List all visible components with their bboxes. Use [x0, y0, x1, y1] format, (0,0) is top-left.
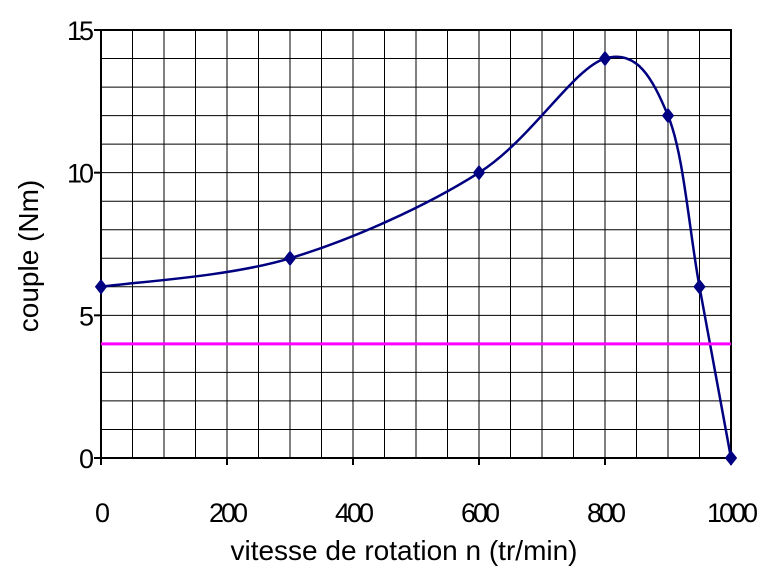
data-point-marker: [724, 450, 738, 466]
data-point-marker: [598, 50, 612, 67]
x-tick-label: 1000: [707, 498, 757, 528]
data-point-marker: [94, 278, 108, 295]
grid: [100, 29, 732, 459]
x-ticks: 0 200 400 600 800 1000: [95, 458, 760, 528]
y-tick-label: 5: [79, 301, 93, 331]
series-layer: [94, 50, 738, 466]
y-tick-label: 15: [67, 16, 93, 46]
x-tick-label: 800: [587, 498, 625, 528]
x-tick-label: 600: [461, 498, 499, 528]
x-tick-label: 200: [209, 498, 247, 528]
x-axis-label: vitesse de rotation n (tr/min): [230, 535, 577, 566]
x-tick-label: 0: [95, 498, 109, 528]
data-point-marker: [283, 250, 297, 267]
data-point-marker: [661, 107, 675, 124]
y-tick-label: 0: [79, 444, 93, 474]
y-ticks: 0 5 10 15: [67, 16, 101, 474]
data-point-marker: [693, 278, 706, 295]
plot-frame: [100, 29, 732, 459]
data-point-marker: [472, 164, 486, 181]
y-tick-label: 10: [67, 159, 93, 189]
y-axis-label: couple (Nm): [13, 180, 44, 332]
x-tick-label: 400: [335, 498, 373, 528]
